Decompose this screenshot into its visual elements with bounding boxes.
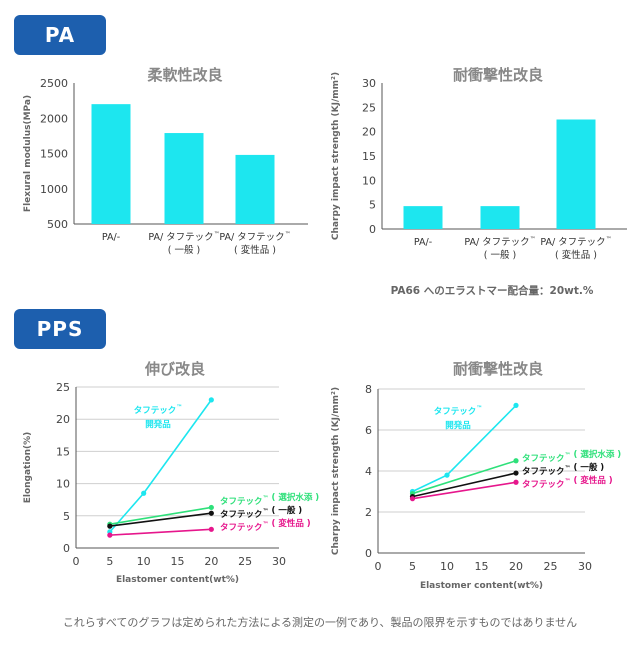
category-label: ( 一般 ) <box>168 244 200 256</box>
y-tick-label: 25 <box>362 101 376 114</box>
x-tick-label: 5 <box>409 560 416 573</box>
category-label: ( 一般 ) <box>484 249 516 261</box>
data-point <box>208 510 214 516</box>
y-axis-label: Flexural modulus(MPa) <box>23 95 33 212</box>
data-point <box>444 472 450 478</box>
y-tick-label: 0 <box>365 547 372 560</box>
series-label: タフテック™ <box>434 405 483 417</box>
x-tick-label: 0 <box>73 555 80 568</box>
y-tick-label: 500 <box>47 218 68 231</box>
category-label: PA/ タフテック™ <box>219 231 290 243</box>
y-tick-label: 1500 <box>40 148 68 161</box>
x-tick-label: 15 <box>171 555 185 568</box>
bar <box>91 104 131 224</box>
y-tick-label: 0 <box>63 542 70 555</box>
y-tick-label: 10 <box>362 174 376 187</box>
x-tick-label: 0 <box>375 560 382 573</box>
y-axis-label: Elongation(%) <box>23 432 33 504</box>
category-label: PA/- <box>414 237 432 248</box>
y-tick-label: 2500 <box>40 77 68 90</box>
x-tick-label: 15 <box>475 560 489 573</box>
bar <box>556 119 596 229</box>
data-point <box>141 490 147 496</box>
series-label: タフテック™ ( 選択水添 ) <box>220 492 319 507</box>
y-tick-label: 20 <box>362 126 376 139</box>
y-tick-label: 25 <box>56 381 70 394</box>
section-badge-pa: PA <box>14 15 106 55</box>
series-label: タフテック™ ( 変性品 ) <box>522 475 613 490</box>
bar <box>403 206 443 229</box>
y-tick-label: 5 <box>369 199 376 212</box>
y-tick-label: 1000 <box>40 183 68 196</box>
data-point <box>208 526 214 532</box>
section-badge-pps: PPS <box>14 309 106 349</box>
y-axis-label: Charpy impact strength (KJ/mm²) <box>331 387 341 555</box>
y-tick-label: 5 <box>63 510 70 523</box>
data-point <box>409 496 416 502</box>
pa-elastomer-note: PA66 へのエラストマー配合量：20wt.% <box>391 284 594 297</box>
y-tick-label: 30 <box>362 77 376 90</box>
y-tick-label: 15 <box>56 445 70 458</box>
data-point <box>208 504 214 511</box>
series-label: 開発品 <box>145 419 171 430</box>
data-point <box>107 532 113 538</box>
x-tick-label: 10 <box>440 560 454 573</box>
data-point <box>208 397 214 403</box>
x-tick-label: 30 <box>578 560 592 573</box>
bar <box>480 206 520 229</box>
bar <box>235 154 275 224</box>
chart-title: 柔軟性改良 <box>147 66 222 84</box>
series-label: タフテック™ ( 一般 ) <box>522 462 604 477</box>
series-line <box>109 528 212 536</box>
series-line <box>412 472 517 498</box>
series-line <box>412 481 517 500</box>
category-label: PA/ タフテック™ <box>464 236 535 248</box>
series-label: タフテック™ ( 一般 ) <box>220 505 302 520</box>
x-tick-label: 10 <box>137 555 151 568</box>
data-point <box>513 470 519 476</box>
y-tick-label: 15 <box>362 150 376 163</box>
category-label: ( 変性品 ) <box>555 249 597 261</box>
series-label: タフテック™ ( 選択水添 ) <box>522 449 621 464</box>
y-tick-label: 10 <box>56 478 70 491</box>
x-tick-label: 25 <box>238 555 252 568</box>
series-line <box>412 459 517 495</box>
category-label: PA/ タフテック™ <box>148 231 219 243</box>
x-axis-label: Elastomer content(wt%) <box>420 581 543 591</box>
y-tick-label: 20 <box>56 413 70 426</box>
data-point <box>107 523 113 529</box>
category-label: PA/- <box>102 232 120 243</box>
chart-title: 耐衝撃性改良 <box>453 66 543 84</box>
series-line <box>109 506 212 525</box>
series-label: タフテック™ <box>134 404 183 416</box>
category-label: ( 変性品 ) <box>234 244 276 256</box>
y-tick-label: 6 <box>365 424 372 437</box>
data-point <box>513 458 519 464</box>
x-tick-label: 5 <box>106 555 113 568</box>
series-label: タフテック™ ( 変性品 ) <box>220 518 311 533</box>
chart-title: 耐衝撃性改良 <box>453 360 543 378</box>
y-axis-label: Charpy impact strength (KJ/mm²) <box>331 72 341 240</box>
data-point <box>513 402 519 408</box>
y-tick-label: 8 <box>365 383 372 396</box>
x-axis-label: Elastomer content(wt%) <box>116 575 239 585</box>
x-tick-label: 20 <box>509 560 523 573</box>
series-line <box>412 404 517 493</box>
y-tick-label: 4 <box>365 465 372 478</box>
y-tick-label: 2 <box>365 506 372 519</box>
series-line <box>109 512 212 527</box>
category-label: PA/ タフテック™ <box>540 236 611 248</box>
y-tick-label: 0 <box>369 223 376 236</box>
series-label: 開発品 <box>445 420 471 431</box>
x-tick-label: 30 <box>272 555 286 568</box>
x-tick-label: 25 <box>544 560 558 573</box>
bar <box>164 133 204 224</box>
y-tick-label: 2000 <box>40 112 68 125</box>
x-tick-label: 20 <box>204 555 218 568</box>
footer-disclaimer: これらすべてのグラフは定められた方法による測定の一例であり、製品の限界を示すもの… <box>63 615 577 629</box>
chart-title: 伸び改良 <box>144 360 205 378</box>
data-point <box>513 479 519 485</box>
